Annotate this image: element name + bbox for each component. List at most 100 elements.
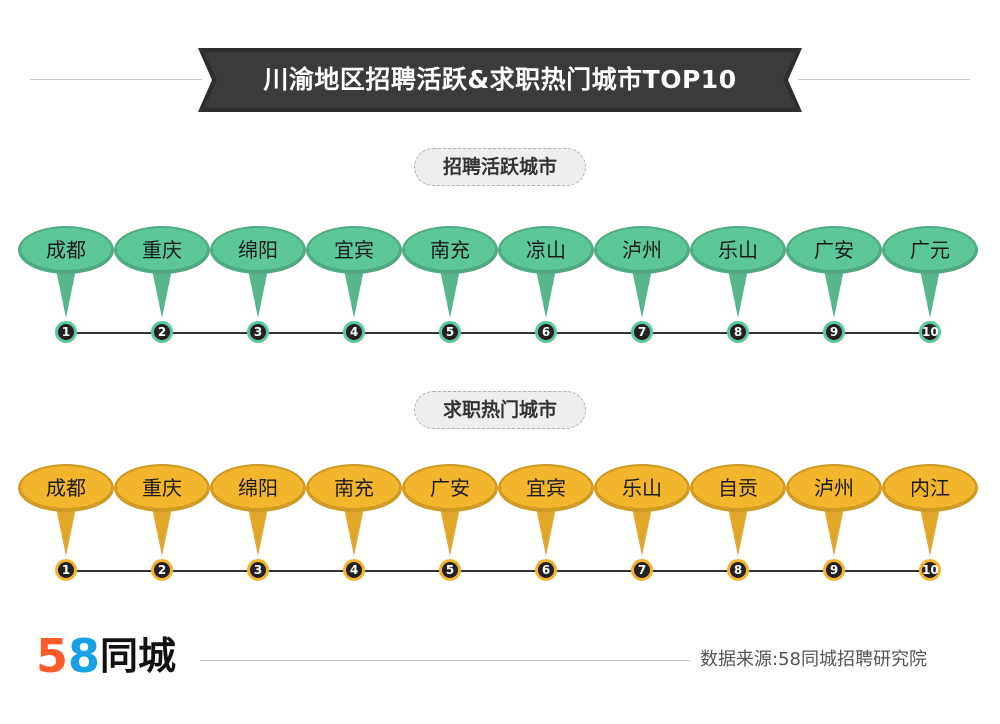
jobseeking-bubble-tail-2	[150, 498, 174, 556]
logo-digits: 58	[36, 626, 100, 686]
jobseeking-city-4: 南充 4	[304, 458, 404, 598]
jobseeking-city-name-5: 广安	[430, 476, 470, 500]
jobseeking-city-5: 广安 5	[400, 458, 500, 598]
jobseeking-rank-badge-2: 2	[151, 559, 173, 581]
jobseeking-rank-badge-5: 5	[439, 559, 461, 581]
recruiting-city-4: 宜宾 4	[304, 220, 404, 360]
jobseeking-bubble-fill-8	[693, 466, 783, 508]
58tongcheng-logo: 58 同城	[36, 626, 196, 686]
recruiting-city-2: 重庆 2	[112, 220, 212, 360]
recruiting-bubble-6	[498, 226, 594, 318]
jobseeking-bubble-5	[402, 464, 498, 556]
jobseeking-bubble-1	[18, 464, 114, 556]
jobseeking-rank-badge-6: 6	[535, 559, 557, 581]
recruiting-bubble-fill-8	[693, 228, 783, 270]
jobseeking-rank-badge-1: 1	[55, 559, 77, 581]
page-title: 川渝地区招聘活跃&求职热门城市TOP10	[263, 65, 737, 94]
recruiting-rank-badge-1: 1	[55, 321, 77, 343]
recruiting-bubble-tail-10	[918, 260, 942, 318]
recruiting-bubble-9	[786, 226, 882, 318]
jobseeking-bubble-8	[690, 464, 786, 556]
jobseeking-bubble-fill-6	[501, 466, 591, 508]
recruiting-rank-badge-10: 10	[919, 321, 941, 343]
jobseeking-bubble-fill-4	[309, 466, 399, 508]
recruiting-bubble-fill-2	[117, 228, 207, 270]
recruiting-bubble-tail-9	[822, 260, 846, 318]
recruiting-bubble-tail-2	[150, 260, 174, 318]
recruiting-rank-badge-6: 6	[535, 321, 557, 343]
jobseeking-city-2: 重庆 2	[112, 458, 212, 598]
jobseeking-bubble-7	[594, 464, 690, 556]
jobseeking-bubble-10	[882, 464, 978, 556]
recruiting-row: 成都 1 重庆 2 绵阳 3 宜宾 4 南充 5 凉山 6 泸州 7 乐山 8 广安 9 广元 10	[0, 220, 1000, 360]
logo-digit-5: 5	[36, 629, 69, 683]
recruiting-city-8: 乐山 8	[688, 220, 788, 360]
recruiting-city-7: 泸州 7	[592, 220, 692, 360]
jobseeking-rank-badge-4: 4	[343, 559, 365, 581]
jobseeking-city-1: 成都 1	[16, 458, 116, 598]
jobseeking-bubble-tail-7	[630, 498, 654, 556]
logo-digit-8: 8	[68, 629, 101, 683]
recruiting-city-name-7: 泸州	[622, 238, 662, 262]
recruiting-bubble-fill-4	[309, 228, 399, 270]
recruiting-city-name-10: 广元	[910, 238, 950, 262]
recruiting-city-name-1: 成都	[46, 238, 86, 262]
recruiting-city-name-2: 重庆	[142, 238, 182, 262]
jobseeking-city-name-2: 重庆	[142, 476, 182, 500]
recruiting-city-1: 成都 1	[16, 220, 116, 360]
recruiting-city-6: 凉山 6	[496, 220, 596, 360]
recruiting-bubble-2	[114, 226, 210, 318]
jobseeking-bubble-fill-3	[213, 466, 303, 508]
recruiting-bubble-tail-3	[246, 260, 270, 318]
jobseeking-bubble-fill-2	[117, 466, 207, 508]
recruiting-rank-track	[66, 332, 928, 334]
recruiting-label: 招聘活跃城市	[414, 148, 586, 186]
jobseeking-bubble-tail-4	[342, 498, 366, 556]
recruiting-city-name-3: 绵阳	[238, 238, 278, 262]
jobseeking-bubble-tail-6	[534, 498, 558, 556]
jobseeking-row: 成都 1 重庆 2 绵阳 3 南充 4 广安 5 宜宾 6 乐山 7 自贡 8 泸州 9 内江 10	[0, 458, 1000, 598]
jobseeking-city-9: 泸州 9	[784, 458, 884, 598]
recruiting-city-10: 广元 10	[880, 220, 980, 360]
recruiting-rank-badge-5: 5	[439, 321, 461, 343]
jobseeking-city-name-8: 自贡	[718, 476, 758, 500]
jobseeking-bubble-fill-7	[597, 466, 687, 508]
header-line-right	[798, 79, 970, 80]
jobseeking-rank-track	[66, 570, 928, 572]
recruiting-rank-badge-7: 7	[631, 321, 653, 343]
recruiting-bubble-1	[18, 226, 114, 318]
jobseeking-bubble-2	[114, 464, 210, 556]
recruiting-city-name-6: 凉山	[526, 238, 566, 262]
jobseeking-city-name-4: 南充	[334, 476, 374, 500]
jobseeking-rank-badge-9: 9	[823, 559, 845, 581]
jobseeking-bubble-tail-3	[246, 498, 270, 556]
recruiting-city-5: 南充 5	[400, 220, 500, 360]
jobseeking-bubble-4	[306, 464, 402, 556]
jobseeking-city-name-7: 乐山	[622, 476, 662, 500]
recruiting-bubble-10	[882, 226, 978, 318]
jobseeking-city-name-3: 绵阳	[238, 476, 278, 500]
jobseeking-bubble-6	[498, 464, 594, 556]
recruiting-bubble-3	[210, 226, 306, 318]
title-banner	[198, 48, 802, 112]
recruiting-city-name-5: 南充	[430, 238, 470, 262]
recruiting-bubble-tail-6	[534, 260, 558, 318]
recruiting-city-3: 绵阳 3	[208, 220, 308, 360]
jobseeking-city-6: 宜宾 6	[496, 458, 596, 598]
recruiting-bubble-fill-5	[405, 228, 495, 270]
jobseeking-rank-badge-7: 7	[631, 559, 653, 581]
jobseeking-rank-badge-10: 10	[919, 559, 941, 581]
recruiting-city-9: 广安 9	[784, 220, 884, 360]
jobseeking-bubble-tail-9	[822, 498, 846, 556]
recruiting-bubble-fill-1	[21, 228, 111, 270]
recruiting-bubble-7	[594, 226, 690, 318]
recruiting-city-name-8: 乐山	[718, 238, 758, 262]
jobseeking-bubble-9	[786, 464, 882, 556]
jobseeking-bubble-fill-1	[21, 466, 111, 508]
jobseeking-city-name-9: 泸州	[814, 476, 854, 500]
jobseeking-rank-badge-8: 8	[727, 559, 749, 581]
jobseeking-city-10: 内江 10	[880, 458, 980, 598]
jobseeking-label: 求职热门城市	[414, 391, 586, 429]
recruiting-rank-badge-9: 9	[823, 321, 845, 343]
footer-line	[200, 660, 690, 661]
